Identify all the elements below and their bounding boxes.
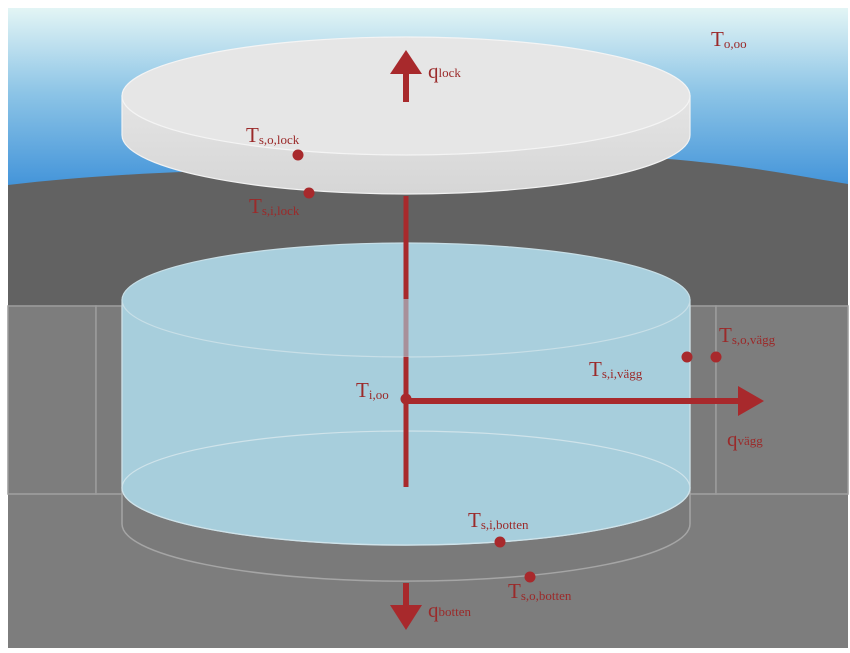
point-t-s-i-vagg [681,351,693,363]
label-t-o-inf: To,oo [711,27,747,51]
ground-panel-left-inner [95,305,123,495]
label-t-s-i-botten: Ts,i,botten [468,508,529,532]
q-botten-arrow [390,583,422,630]
label-q-vagg: qvägg [727,427,763,451]
point-t-s-o-vagg [710,351,722,363]
point-t-s-i-lock [303,187,315,199]
ground-panel-left [7,305,97,495]
q-lock-arrow [390,50,422,102]
vertical-flux-line-upper [403,196,409,299]
point-t-i-inf [400,393,412,405]
point-t-s-o-botten [524,571,536,583]
point-t-s-i-botten [494,536,506,548]
point-t-s-o-lock [292,149,304,161]
vertical-flux-line-faded [403,299,409,357]
label-t-s-o-vagg: Ts,o,vägg [719,323,776,347]
vertical-flux-line-lower [403,357,409,487]
label-q-lock: qlock [428,59,461,83]
label-t-i-inf: Ti,oo [356,378,389,402]
label-t-s-i-vagg: Ts,i,vägg [589,357,643,381]
label-t-s-o-lock: Ts,o,lock [246,123,300,147]
label-q-botten: qbotten [428,598,471,622]
label-t-s-o-botten: Ts,o,botten [508,579,572,603]
q-vagg-arrow [406,386,764,416]
label-t-s-i-lock: Ts,i,lock [249,194,300,218]
